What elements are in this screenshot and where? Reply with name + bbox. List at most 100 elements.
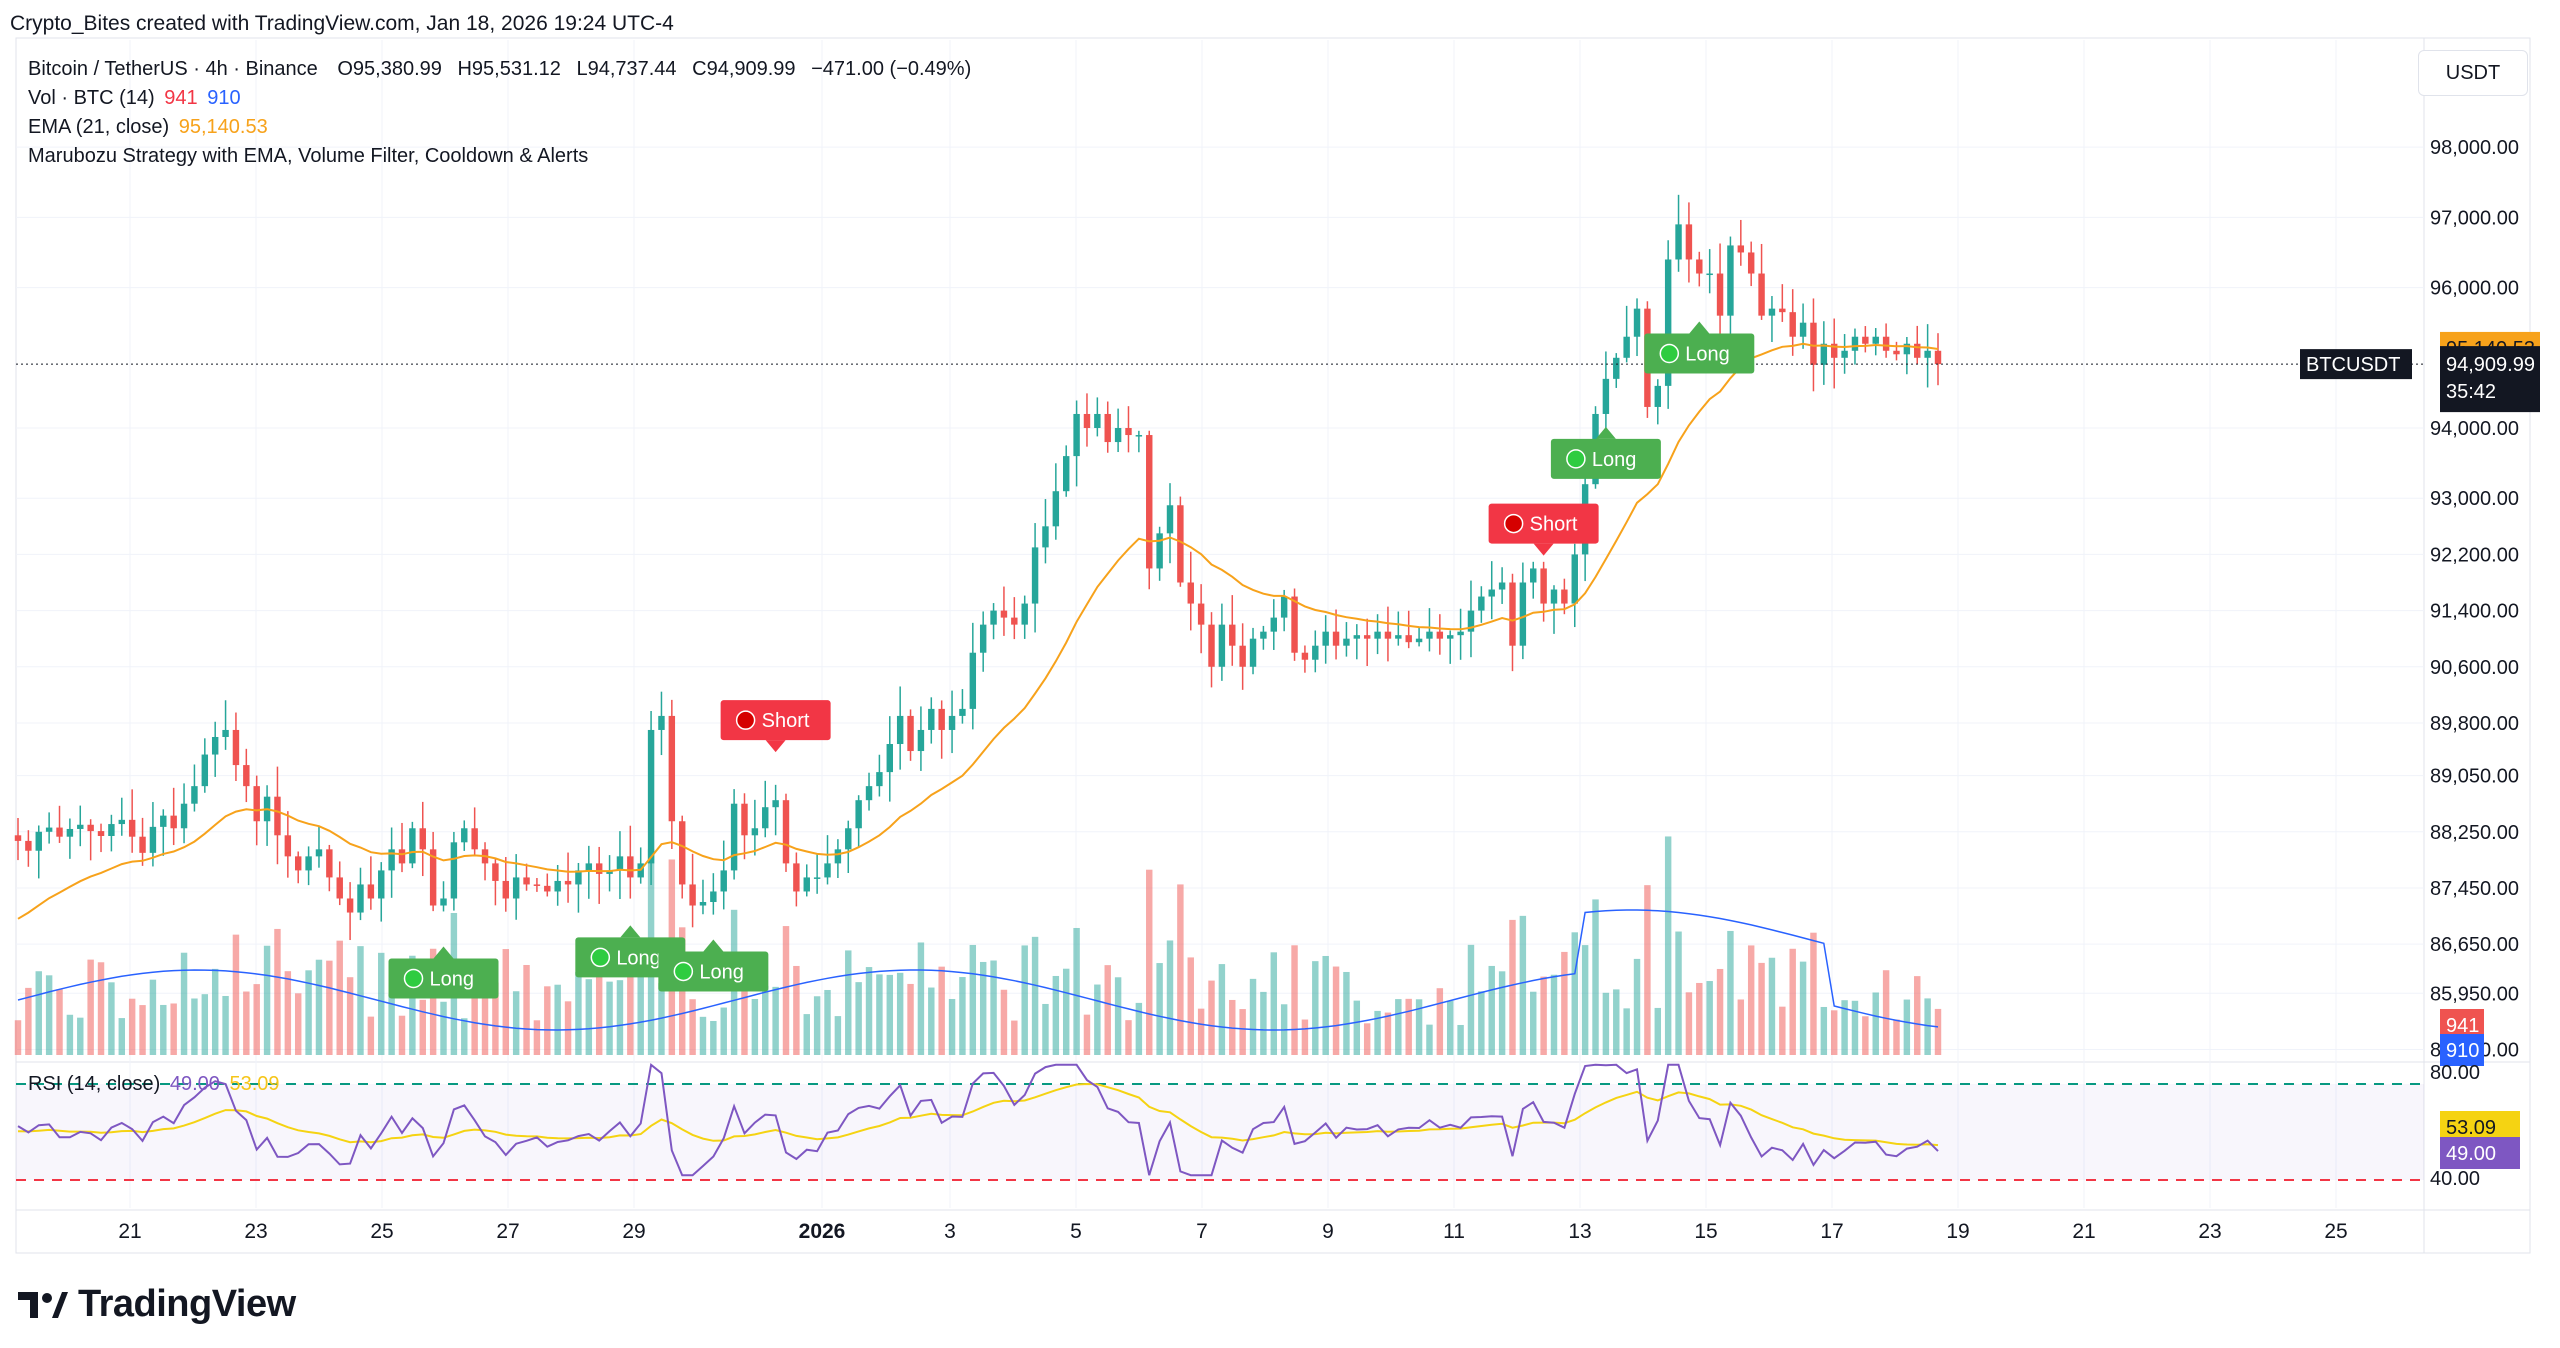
tradingview-logo[interactable]: TradingView (18, 1283, 296, 1326)
volume-bar (1882, 970, 1890, 1055)
volume-bar (461, 1018, 468, 1055)
volume-bar (45, 975, 53, 1055)
signal-dot-icon (1503, 513, 1524, 534)
candle-body (595, 863, 603, 874)
volume-legend[interactable]: Vol · BTC (14) 941 910 (28, 87, 241, 110)
candle-body (118, 819, 126, 825)
volume-bar (751, 998, 759, 1055)
candle-body (896, 715, 904, 745)
candle-body (1540, 568, 1547, 604)
candle-body (710, 891, 717, 903)
rsi-label: RSI (14, close) (28, 1073, 161, 1095)
brand-name: TradingView (78, 1283, 296, 1325)
volume-bar (762, 985, 769, 1055)
price-tick-label: 90,600.00 (2430, 657, 2519, 679)
candle-body (1467, 610, 1475, 632)
time-tick-label: 9 (1322, 1220, 1334, 1243)
signal-label-long: Long (1550, 426, 1661, 479)
candle-body (1270, 617, 1278, 632)
volume-bar (938, 966, 945, 1055)
candle-body (1426, 631, 1433, 639)
currency-button[interactable]: USDT (2418, 50, 2528, 96)
volume-bar (896, 972, 904, 1055)
volume-bar (1934, 1008, 1942, 1055)
ema-legend[interactable]: EMA (21, close) 95,140.53 (28, 116, 268, 139)
volume-bar (1540, 976, 1547, 1055)
volume-bar (336, 940, 343, 1055)
candle-body (139, 836, 146, 853)
candle-body (845, 828, 852, 850)
volume-bar (1675, 931, 1682, 1055)
symbol-tag-bg (2300, 349, 2412, 380)
volume-bar (398, 1015, 406, 1055)
time-tick-label: 5 (1070, 1220, 1082, 1243)
candle-body (1052, 491, 1060, 527)
time-tick-label: 21 (118, 1220, 141, 1243)
candle-body (201, 754, 209, 787)
volume-bar (606, 981, 613, 1055)
candle-body (1208, 624, 1215, 667)
volume-bar (876, 974, 883, 1055)
candle-body (1395, 635, 1402, 639)
candle-body (160, 815, 167, 827)
current-price-tag-bg (2440, 346, 2540, 413)
candle-body (1602, 378, 1610, 414)
volume-bar (1031, 936, 1039, 1055)
candle-body (969, 652, 977, 709)
volume-bar (1592, 899, 1599, 1055)
volume-bar (845, 950, 852, 1055)
candle-body (274, 796, 281, 836)
time-tick-label: 27 (496, 1220, 519, 1243)
time-tick-label: 21 (2072, 1220, 2095, 1243)
strategy-legend[interactable]: Marubozu Strategy with EMA, Volume Filte… (28, 145, 588, 168)
volume-bar (1851, 1000, 1859, 1055)
current-price-tag: 94,909.99 (2446, 354, 2535, 376)
candle-body (1301, 652, 1309, 660)
candle-body (77, 824, 84, 829)
price-tick-label: 94,000.00 (2430, 418, 2519, 440)
volume-bar (1062, 968, 1070, 1055)
signal-label-long: Long (658, 939, 769, 992)
candle-body (1903, 343, 1911, 355)
volume-bar (1779, 1006, 1786, 1055)
signal-dot-icon (1566, 449, 1586, 469)
rsi-legend[interactable]: RSI (14, close) 49.00 53.09 (28, 1073, 280, 1096)
signal-text: Long (430, 968, 475, 990)
candle-body (1675, 224, 1682, 260)
volume-bar (263, 945, 271, 1055)
candle-body (1478, 596, 1485, 611)
volume-bar (378, 952, 385, 1055)
candle-body (544, 885, 551, 892)
candle-body (222, 729, 229, 737)
candle-body (1229, 624, 1236, 646)
candle-body (346, 898, 354, 913)
candle-body (1239, 645, 1246, 667)
candle-body (1384, 631, 1392, 639)
candle-body (1747, 252, 1755, 274)
candle-body (1758, 273, 1765, 316)
volume-bar (1395, 999, 1402, 1055)
time-tick-label: 19 (1946, 1220, 1969, 1243)
rsi-tick-label: 40.00 (2430, 1168, 2480, 1190)
volume-bar (658, 983, 665, 1055)
volume-tag-b: 910 (2446, 1040, 2479, 1062)
volume-bar (1052, 975, 1060, 1055)
volume-bar (440, 1001, 447, 1055)
symbol-tag: BTCUSDT (2306, 354, 2400, 376)
volume-bar (1011, 1020, 1018, 1055)
signal-dot-icon (735, 710, 756, 730)
candle-body (1841, 350, 1848, 358)
candle-body (938, 708, 945, 730)
candle-body (1374, 631, 1381, 639)
volume-bar (1177, 884, 1184, 1055)
candle-body (243, 765, 250, 787)
price-tick-label: 93,000.00 (2430, 488, 2519, 510)
candle-body (1685, 224, 1693, 260)
volume-bar (1737, 999, 1745, 1055)
candle-body (523, 877, 530, 885)
volume-bar (502, 949, 510, 1055)
candle-body (357, 884, 364, 913)
candle-body (1924, 350, 1931, 358)
candle-body (855, 800, 862, 829)
